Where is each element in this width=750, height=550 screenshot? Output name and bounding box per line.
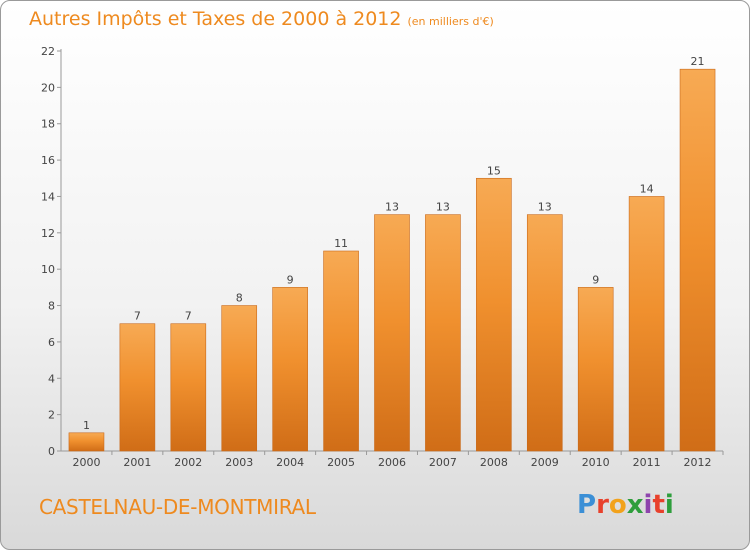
proxiti-logo[interactable]: Proxiti	[577, 490, 674, 520]
x-tick-label: 2012	[684, 456, 712, 469]
x-tick-label: 2002	[174, 456, 202, 469]
logo-letter: P	[577, 490, 597, 520]
x-tick-label: 2001	[123, 456, 151, 469]
logo-letter: i	[643, 490, 653, 520]
bar-2000	[68, 432, 105, 452]
bar-2012	[679, 68, 716, 452]
y-tick-label: 6	[48, 336, 55, 349]
bar-value-label: 13	[436, 201, 450, 214]
bar-2001	[119, 323, 156, 452]
y-tick-label: 20	[41, 81, 55, 94]
bar-2002	[170, 323, 207, 452]
x-tick-label: 2008	[480, 456, 508, 469]
logo-letter: i	[664, 490, 674, 520]
bar-value-label: 9	[592, 273, 599, 286]
x-tick-label: 2009	[531, 456, 559, 469]
x-tick-label: 2006	[378, 456, 406, 469]
y-tick-label: 2	[48, 409, 55, 422]
logo-letter: t	[652, 490, 665, 520]
bar-value-label: 7	[185, 310, 192, 323]
bar-2010	[577, 287, 614, 452]
bar-value-label: 8	[236, 292, 243, 305]
title-text: Autres Impôts et Taxes de 2000 à 2012	[29, 8, 402, 30]
y-tick-label: 0	[48, 445, 55, 458]
bar-2011	[628, 196, 665, 452]
bar-value-label: 11	[334, 237, 348, 250]
bar-2008	[476, 177, 512, 452]
x-tick-label: 2005	[327, 456, 355, 469]
bar-value-label: 1	[83, 419, 90, 432]
bar-value-label: 15	[487, 164, 501, 177]
y-tick-label: 12	[41, 227, 55, 240]
bar-value-label: 13	[385, 201, 399, 214]
bar-2005	[323, 250, 359, 452]
x-tick-label: 2003	[225, 456, 253, 469]
bar-2007	[425, 214, 461, 452]
bar-value-label: 13	[538, 201, 552, 214]
x-tick-label: 2004	[276, 456, 304, 469]
bar-value-label: 14	[640, 182, 654, 195]
logo-letter: r	[596, 490, 609, 520]
y-tick-label: 22	[41, 45, 55, 58]
y-tick-label: 14	[41, 190, 55, 203]
y-tick-label: 16	[41, 154, 55, 167]
bar-2006	[374, 214, 410, 452]
x-tick-label: 2000	[72, 456, 100, 469]
commune-name: CASTELNAU-DE-MONTMIRAL	[39, 495, 316, 519]
x-tick-label: 2011	[633, 456, 661, 469]
bar-2003	[221, 305, 258, 452]
x-tick-label: 2007	[429, 456, 457, 469]
logo-letter: x	[626, 490, 644, 520]
y-tick-label: 8	[48, 300, 55, 313]
bar-2009	[526, 214, 563, 452]
bar-2004	[272, 287, 308, 452]
y-tick-label: 10	[41, 263, 55, 276]
y-tick-label: 4	[48, 372, 55, 385]
title-unit: (en milliers d'€)	[407, 15, 494, 28]
bar-value-label: 7	[134, 310, 141, 323]
y-tick-label: 18	[41, 118, 55, 131]
x-tick-label: 2010	[582, 456, 610, 469]
logo-letter: o	[608, 490, 627, 520]
chart-title: Autres Impôts et Taxes de 2000 à 2012 (en…	[29, 8, 494, 30]
bar-value-label: 9	[287, 273, 294, 286]
bar-value-label: 21	[691, 55, 705, 68]
